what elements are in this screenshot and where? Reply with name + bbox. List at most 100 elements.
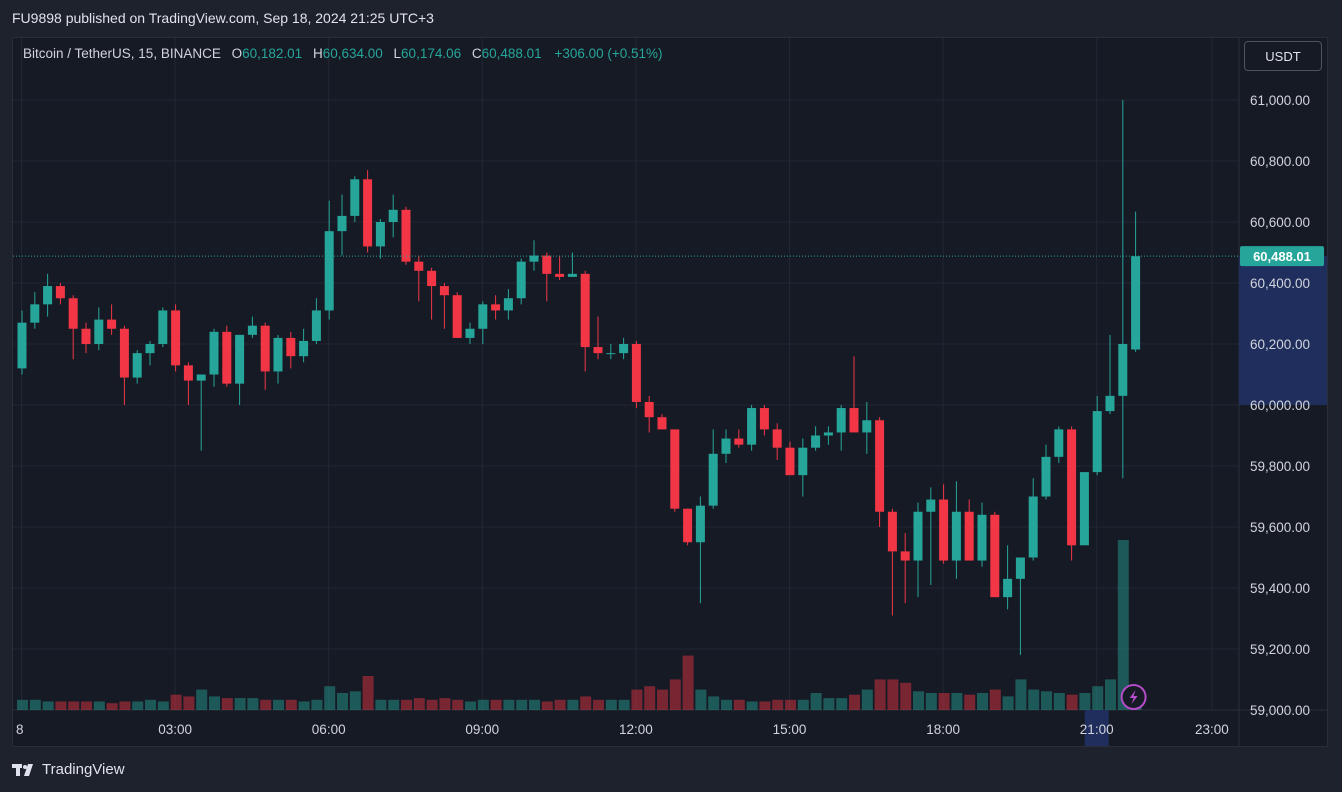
candle-body xyxy=(196,374,206,381)
volume-bar xyxy=(874,679,886,710)
price-tick-label: 60,800.00 xyxy=(1250,154,1310,169)
candle-body xyxy=(1105,395,1115,412)
tradingview-logo[interactable]: TradingView xyxy=(12,761,125,778)
candle-body xyxy=(951,511,961,561)
volume-bar xyxy=(17,699,28,710)
time-tick-label: 8 xyxy=(16,722,24,737)
candle-body xyxy=(734,438,744,445)
candle-body xyxy=(695,505,705,543)
volume-bar xyxy=(593,699,604,710)
time-tick-label: 18:00 xyxy=(926,722,960,737)
legend-high-label: H xyxy=(312,46,323,61)
candle-body xyxy=(311,310,321,341)
candle-body xyxy=(414,261,424,271)
candle-body xyxy=(593,347,603,354)
volume-bar xyxy=(887,679,899,710)
legend-open-value: 60,182.01 xyxy=(242,46,303,61)
candle-body xyxy=(644,401,654,418)
candle-body xyxy=(350,179,360,216)
volume-bar xyxy=(810,693,822,710)
candle-body xyxy=(759,408,769,430)
volume-bar xyxy=(42,701,54,710)
legend-change: +306.00 (+0.51%) xyxy=(554,46,663,61)
volume-bar xyxy=(349,691,361,710)
volume-bar xyxy=(157,701,169,710)
candle-body xyxy=(247,325,257,335)
volume-bar xyxy=(977,693,988,710)
volume-bar xyxy=(362,676,374,710)
volume-bar xyxy=(669,679,681,710)
volume-bar xyxy=(413,698,425,710)
candle-body xyxy=(388,209,398,222)
candle-body xyxy=(465,328,475,338)
candle-body xyxy=(30,304,40,323)
candle-body xyxy=(1015,557,1025,579)
candle-body xyxy=(823,432,833,436)
candle-body xyxy=(1092,411,1102,473)
candle-body xyxy=(273,337,283,372)
volume-bar xyxy=(311,699,323,710)
candle-body xyxy=(1118,344,1128,396)
candle-body xyxy=(503,298,513,311)
volume-bar xyxy=(618,699,630,710)
lightning-bolt-icon xyxy=(1129,690,1138,704)
legend-open-label: O xyxy=(231,46,243,61)
chart-frame[interactable]: 60,488.01 61,000.00 60,800.00 60,600.00 60,4… xyxy=(12,37,1328,747)
candle-body xyxy=(708,453,718,506)
volume-bar xyxy=(746,701,758,710)
candle-body xyxy=(516,261,526,299)
volume-bar xyxy=(759,701,771,710)
candle-body xyxy=(1028,496,1038,558)
volume-bar xyxy=(644,686,656,710)
candlestick-chart[interactable]: 60,488.01 61,000.00 60,800.00 60,600.00 60,4… xyxy=(13,38,1328,747)
price-tick-label: 59,600.00 xyxy=(1250,520,1310,535)
volume-bar xyxy=(541,701,553,710)
volume-bar xyxy=(567,699,579,710)
volume-bar xyxy=(529,699,540,710)
price-tick-label: 59,400.00 xyxy=(1250,581,1310,596)
candle-body xyxy=(158,310,168,344)
candle-body xyxy=(132,353,142,378)
candle-body xyxy=(657,417,667,430)
price-tick-label: 60,600.00 xyxy=(1250,215,1310,230)
candle-body xyxy=(772,429,782,448)
candle-body xyxy=(43,286,53,305)
tradingview-logo-icon xyxy=(12,763,33,776)
volume-bar xyxy=(196,689,208,710)
time-tick-label: 03:00 xyxy=(158,722,192,737)
price-tick-label: 59,200.00 xyxy=(1250,642,1310,657)
volume-bar xyxy=(849,694,860,710)
volume-bar xyxy=(55,701,67,710)
candle-body xyxy=(631,344,641,402)
volume-bar xyxy=(900,682,912,710)
candle-body xyxy=(171,310,181,366)
candle-body xyxy=(68,298,78,329)
volume-bar xyxy=(273,699,284,710)
price-tick-label: 60,400.00 xyxy=(1250,276,1310,291)
price-tick-label: 61,000.00 xyxy=(1250,93,1310,108)
volume-bar xyxy=(477,699,489,710)
volume-bar xyxy=(580,696,592,710)
price-tick-label: 59,800.00 xyxy=(1250,459,1310,474)
volume-bar xyxy=(925,693,937,710)
currency-button[interactable]: USDT xyxy=(1244,41,1322,71)
candle-body xyxy=(286,337,296,357)
legend-high-value: 60,634.00 xyxy=(322,46,383,61)
time-tick-label: 15:00 xyxy=(773,722,807,737)
candle-body xyxy=(1067,429,1077,546)
price-tick-label: 60,000.00 xyxy=(1250,398,1310,413)
volume-bar xyxy=(247,698,259,710)
volume-bar xyxy=(785,699,796,710)
legend-low-value: 60,174.06 xyxy=(401,46,462,61)
candle-body xyxy=(55,286,65,299)
price-range-highlight xyxy=(1239,256,1327,405)
volume-bar xyxy=(337,693,348,710)
candle-body xyxy=(94,319,104,344)
volume-bar xyxy=(183,696,195,710)
volume-bar xyxy=(823,698,835,710)
candle-body xyxy=(721,438,731,454)
chart-legend: Bitcoin / TetherUS, 15, BINANCE O60,182.… xyxy=(23,46,663,61)
candle-body xyxy=(478,304,488,329)
candle-body xyxy=(324,231,334,311)
candle-body xyxy=(81,328,91,344)
